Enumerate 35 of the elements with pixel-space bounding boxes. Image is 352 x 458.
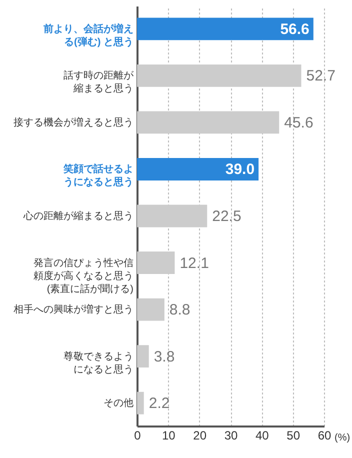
data-label: 2.2	[148, 395, 170, 412]
y-tick-label: 接する機会が増えると思う	[14, 116, 134, 128]
y-tick-label: 尊敬できるようになると思う	[64, 350, 134, 376]
data-label: 39.0	[225, 161, 255, 178]
y-tick-label: 前より、会話が増える(弾む) と思う	[42, 22, 134, 48]
x-tick-label: 20	[193, 428, 207, 442]
data-label: 45.6	[284, 114, 314, 132]
x-tick-label: 60	[318, 428, 332, 442]
bar	[137, 204, 208, 228]
bar	[137, 111, 280, 134]
x-axis-title: (%)	[334, 432, 350, 444]
y-tick-label: 笑顔で話せるようになると思う	[62, 163, 134, 188]
bar	[137, 252, 175, 274]
data-label: 22.5	[212, 208, 242, 225]
data-label: 3.8	[154, 348, 175, 366]
bar	[137, 345, 149, 368]
x-tick-label: 40	[255, 428, 270, 442]
bar	[137, 392, 144, 414]
bar	[137, 298, 164, 321]
y-tick-label: 発言の信ぴょう性や信頼度が高くなると思う(素直に話が聞ける)	[34, 256, 134, 295]
x-tick-label: 50	[286, 428, 300, 442]
y-tick-label: 話す時の距離が縮まると思う	[64, 70, 134, 95]
bar	[137, 64, 302, 87]
data-label: 56.6	[280, 20, 310, 38]
bar	[137, 158, 259, 180]
data-label: 12.1	[180, 254, 209, 272]
data-label: 8.8	[169, 302, 190, 319]
bar	[137, 18, 314, 40]
x-tick-label: 10	[162, 428, 176, 442]
x-tick-label: 0	[134, 428, 142, 442]
y-tick-label: 相手への興味が増すと思う	[14, 304, 134, 316]
data-label: 52.7	[306, 68, 336, 85]
y-tick-label: その他	[104, 397, 134, 410]
x-tick-label: 30	[224, 428, 238, 442]
y-tick-label: 心の距離が縮まると思う	[22, 210, 134, 222]
